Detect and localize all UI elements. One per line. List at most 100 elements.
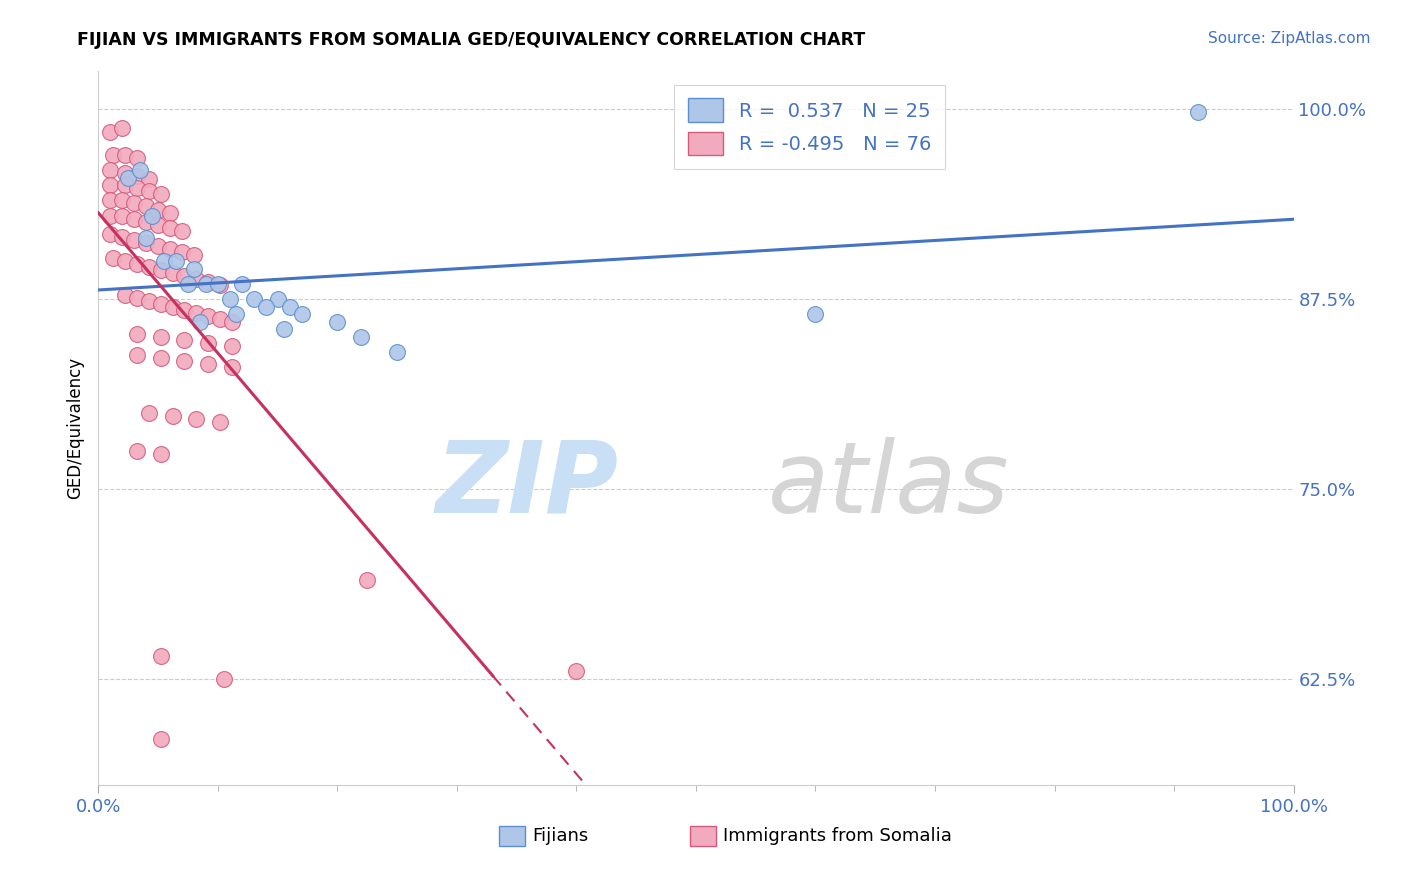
Legend: R =  0.537   N = 25, R = -0.495   N = 76: R = 0.537 N = 25, R = -0.495 N = 76 xyxy=(675,85,945,169)
Point xyxy=(350,330,373,344)
Point xyxy=(565,664,588,678)
Point xyxy=(197,309,219,323)
Point xyxy=(197,276,219,290)
Point xyxy=(111,120,134,135)
Point xyxy=(291,307,314,321)
Point xyxy=(98,227,122,241)
Point xyxy=(183,248,205,262)
Point xyxy=(172,245,194,260)
Point xyxy=(101,148,124,162)
Point xyxy=(326,315,349,329)
Point xyxy=(141,209,163,223)
Point xyxy=(186,412,208,426)
Point xyxy=(209,415,232,429)
Point xyxy=(125,181,148,195)
Point xyxy=(149,296,172,310)
Point xyxy=(135,215,157,229)
Point xyxy=(111,194,134,208)
Point xyxy=(125,444,148,458)
Point xyxy=(98,209,122,223)
Point xyxy=(149,732,172,747)
Point xyxy=(221,360,243,375)
Point xyxy=(124,211,146,226)
Point xyxy=(188,315,211,329)
Point xyxy=(98,178,122,193)
Point xyxy=(153,254,176,268)
Text: Fijians: Fijians xyxy=(533,827,589,845)
Point xyxy=(135,235,157,250)
Point xyxy=(129,163,152,178)
Y-axis label: GED/Equivalency: GED/Equivalency xyxy=(66,357,84,500)
Point xyxy=(159,220,181,235)
Point xyxy=(159,242,181,256)
Point xyxy=(98,125,122,139)
Point xyxy=(173,269,195,284)
Point xyxy=(173,333,195,347)
Point xyxy=(195,277,218,291)
Point xyxy=(149,330,172,344)
Point xyxy=(114,166,136,180)
Point xyxy=(221,315,243,329)
Point xyxy=(221,339,243,353)
Point xyxy=(111,209,134,223)
Point xyxy=(267,292,290,306)
Point xyxy=(114,178,136,193)
Point xyxy=(183,261,205,276)
Point xyxy=(114,287,136,301)
Point xyxy=(385,345,409,359)
Point xyxy=(186,306,208,320)
Point xyxy=(149,351,172,366)
Point xyxy=(212,672,235,686)
Point xyxy=(159,205,181,219)
Point xyxy=(254,300,277,314)
Point xyxy=(138,406,160,420)
Point xyxy=(124,196,146,211)
Text: FIJIAN VS IMMIGRANTS FROM SOMALIA GED/EQUIVALENCY CORRELATION CHART: FIJIAN VS IMMIGRANTS FROM SOMALIA GED/EQ… xyxy=(77,31,866,49)
Point xyxy=(135,199,157,213)
Point xyxy=(135,231,157,245)
Point xyxy=(149,648,172,663)
Point xyxy=(148,202,170,217)
Point xyxy=(278,300,301,314)
Point xyxy=(162,300,184,314)
Point xyxy=(804,307,827,321)
Point xyxy=(148,218,170,232)
Point xyxy=(243,292,266,306)
Point xyxy=(138,172,160,186)
Point xyxy=(138,260,160,275)
Point xyxy=(149,447,172,461)
Point xyxy=(101,251,124,265)
Point xyxy=(165,254,187,268)
Point xyxy=(149,263,172,277)
Text: Immigrants from Somalia: Immigrants from Somalia xyxy=(724,827,952,845)
Point xyxy=(172,224,194,238)
Point xyxy=(98,163,122,178)
Text: ZIP: ZIP xyxy=(436,437,619,533)
Point xyxy=(149,187,172,202)
Point xyxy=(186,272,208,286)
Point xyxy=(209,278,232,293)
Point xyxy=(98,194,122,208)
Point xyxy=(125,151,148,165)
Point xyxy=(114,148,136,162)
FancyBboxPatch shape xyxy=(499,826,524,846)
Point xyxy=(111,230,134,244)
Point xyxy=(356,573,378,587)
Point xyxy=(1187,105,1209,120)
Point xyxy=(125,257,148,271)
Text: atlas: atlas xyxy=(768,437,1010,533)
Point xyxy=(148,239,170,253)
Point xyxy=(162,409,184,423)
Point xyxy=(125,326,148,341)
Point xyxy=(197,336,219,351)
Point xyxy=(231,277,253,291)
Point xyxy=(177,277,200,291)
Point xyxy=(209,311,232,326)
Point xyxy=(219,292,242,306)
Point xyxy=(138,184,160,198)
Point xyxy=(207,277,229,291)
Point xyxy=(117,170,139,185)
FancyBboxPatch shape xyxy=(690,826,716,846)
Point xyxy=(125,291,148,305)
Point xyxy=(124,233,146,247)
